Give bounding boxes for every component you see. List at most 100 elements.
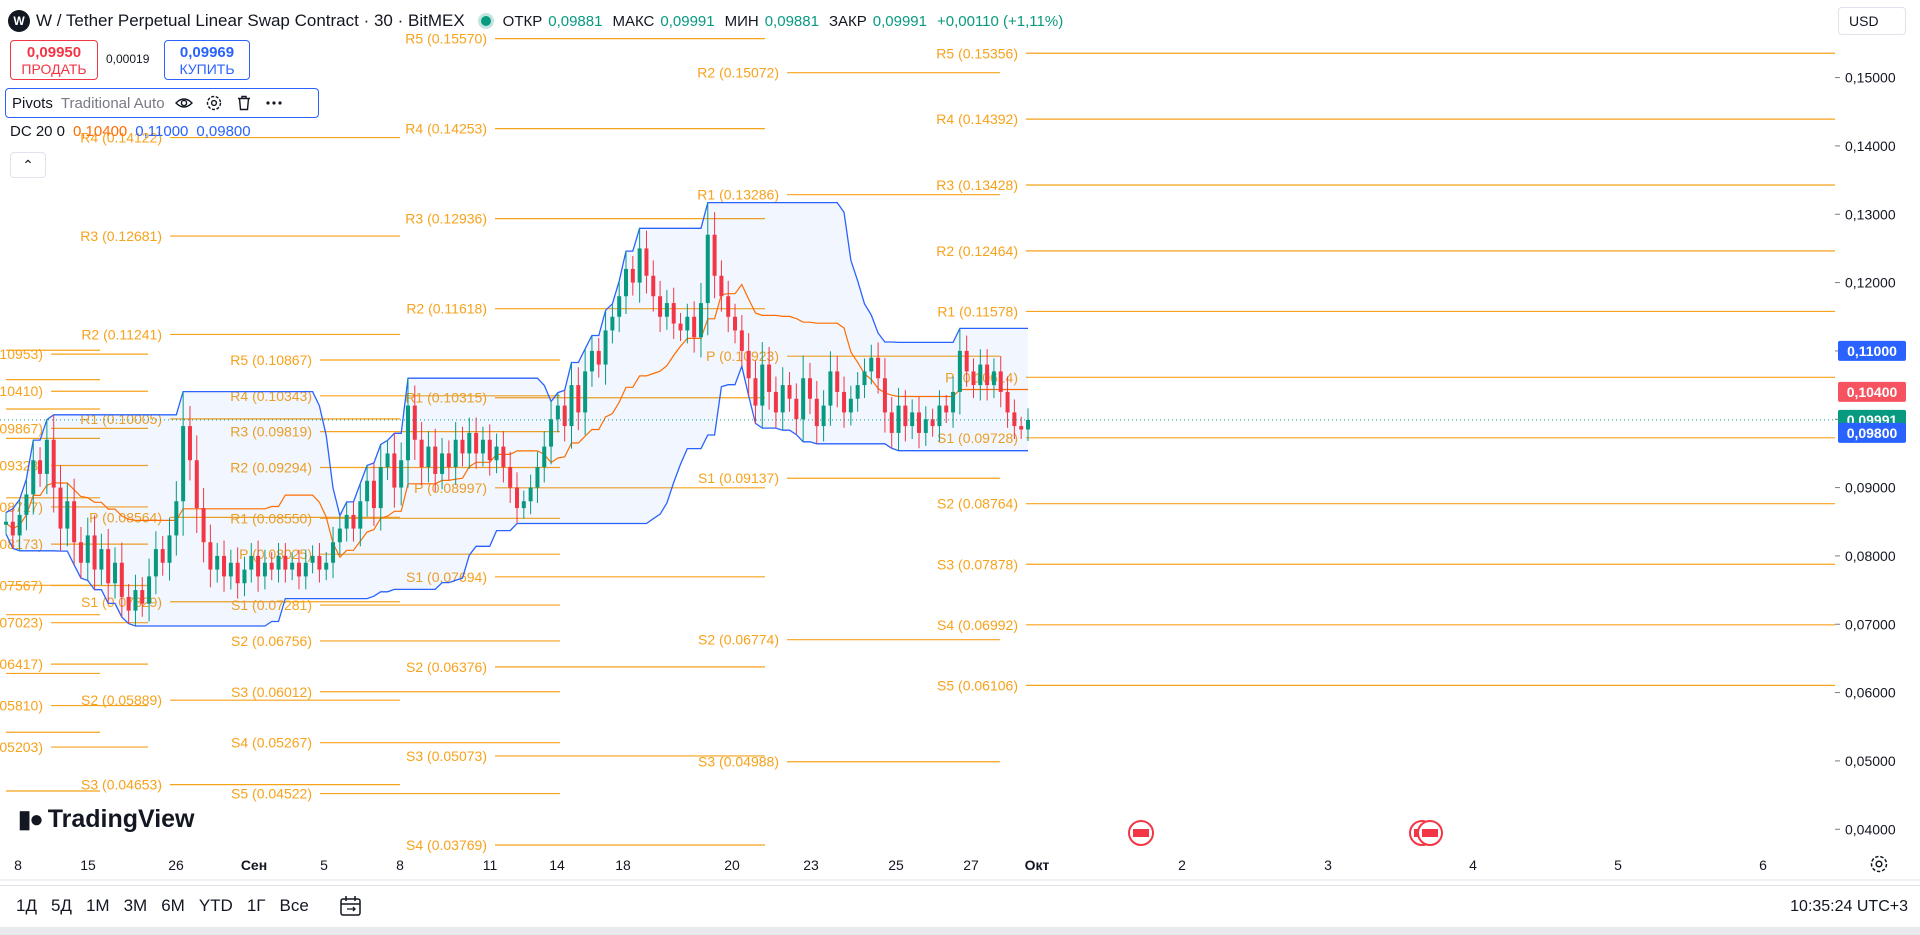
candle-body	[671, 303, 676, 324]
candle-body	[58, 487, 63, 529]
buy-button[interactable]: 0,09969 КУПИТЬ	[164, 40, 250, 80]
candle-body	[126, 596, 131, 611]
pivots-indicator-legend[interactable]: Pivots Traditional Auto	[5, 88, 319, 118]
pivot-label: S1 (0.07281)	[231, 597, 312, 613]
sell-button[interactable]: 0,09950 ПРОДАТЬ	[10, 40, 98, 80]
x-tick-label: Сен	[241, 857, 267, 873]
pivots-name: Pivots	[12, 94, 53, 112]
candle-body	[903, 405, 908, 427]
trash-icon[interactable]	[233, 92, 255, 114]
pivot-label: S2 (0.08764)	[937, 496, 1018, 512]
candle-body	[385, 453, 390, 468]
pivot-label: R4 (0.14392)	[936, 111, 1018, 127]
pivot-label: R1 (0.11578)	[937, 303, 1018, 319]
exchange-logo: W	[8, 10, 30, 32]
candle-body	[317, 555, 322, 570]
gear-icon[interactable]	[1868, 853, 1890, 875]
range-6m[interactable]: 6М	[161, 896, 185, 915]
range-ytd[interactable]: YTD	[198, 896, 233, 915]
range-5d[interactable]: 5Д	[50, 896, 72, 915]
candle-body	[787, 385, 792, 399]
y-tick-label: 0,14000	[1845, 138, 1896, 154]
y-tick-label: 0,05000	[1845, 753, 1896, 769]
axes: 0,150000,140000,130000,120000,110000,100…	[0, 70, 1920, 881]
ohlc-close-value: 0,09991	[872, 12, 927, 30]
range-all[interactable]: Все	[279, 896, 309, 915]
candle-body	[44, 439, 49, 474]
x-tick-label: 15	[80, 857, 96, 873]
donchian-lower	[5, 364, 1028, 627]
dc-upper-value: 0,11000	[135, 123, 189, 140]
x-tick-label: 8	[396, 857, 404, 873]
candle-body	[535, 467, 540, 488]
candle-body	[276, 555, 281, 570]
y-tick-label: 0,06000	[1845, 685, 1896, 701]
candle-body	[249, 555, 254, 570]
candle-body	[794, 398, 799, 420]
candle-body	[910, 412, 915, 427]
pivot-label: S2 (0.06376)	[406, 659, 487, 675]
clock-timezone[interactable]: 10:35:24 UTC+3	[1790, 898, 1908, 915]
ohlc-low-label: МИН	[724, 12, 759, 30]
pivot-label: P (0.08173)	[0, 536, 43, 552]
candle-body	[303, 562, 308, 577]
candle-body	[835, 371, 840, 392]
candle-body	[426, 446, 431, 468]
candle-body	[153, 549, 158, 577]
settings-icon[interactable]	[203, 92, 225, 114]
donchian-upper	[5, 201, 1028, 518]
candle-body	[610, 316, 615, 331]
candle-body	[460, 439, 465, 454]
price-badge-label: 0,09800	[1847, 425, 1898, 441]
dc-lower-value: 0,09800	[196, 123, 251, 140]
candle-body	[664, 303, 669, 317]
ohlc-high-label: МАКС	[612, 12, 655, 30]
tradingview-wordmark: TradingView	[47, 805, 195, 833]
candle-body	[65, 501, 70, 529]
candle-body	[957, 350, 962, 392]
range-1m[interactable]: 1М	[85, 896, 110, 915]
candle-body	[133, 590, 138, 611]
pivot-label: S3 (0.04988)	[698, 754, 779, 770]
range-1d[interactable]: 1Д	[16, 896, 37, 915]
currency-select[interactable]: USD	[1838, 7, 1906, 35]
candle-body	[828, 371, 833, 406]
candle-body	[712, 234, 717, 276]
x-tick-label: 3	[1324, 857, 1332, 873]
candle-body	[474, 432, 479, 454]
candle-body	[358, 501, 363, 529]
ohlc-close-label: ЗАКР	[828, 12, 867, 30]
candle-body	[222, 555, 227, 577]
candle-body	[365, 480, 370, 502]
candle-body	[562, 405, 567, 427]
candle-body	[583, 371, 588, 413]
donchian-legend[interactable]: DC 20 0 0,10400 0,11000 0,09800	[10, 123, 251, 140]
candle-body	[780, 385, 785, 413]
pivot-label: S2 (0.06774)	[698, 632, 779, 648]
price-badge	[1838, 381, 1906, 402]
candle-body	[433, 446, 438, 474]
more-icon[interactable]	[263, 92, 285, 114]
pivot-label: R4 (0.10410)	[0, 383, 43, 399]
candle-body	[283, 555, 288, 570]
candle-body	[842, 391, 847, 413]
calendar-range-icon[interactable]	[338, 894, 364, 918]
pivot-label: R4 (0.14122)	[80, 130, 162, 146]
pivot-label: R1 (0.13286)	[697, 187, 779, 203]
x-tick-label: 8	[14, 857, 22, 873]
pivot-label: S4 (0.03769)	[406, 837, 487, 853]
candle-body	[453, 439, 458, 468]
collapse-legend-button[interactable]: ⌃	[10, 152, 46, 178]
candle-body	[106, 549, 111, 584]
donchian-fill	[6, 202, 1028, 626]
range-1y[interactable]: 1Г	[246, 896, 266, 915]
range-3m[interactable]: 3М	[123, 896, 148, 915]
candle-body	[78, 542, 83, 563]
candle-body	[896, 405, 901, 433]
pivot-label: R4 (0.14253)	[405, 121, 487, 137]
candle-body	[296, 562, 301, 577]
candle-body	[876, 357, 881, 379]
symbol-title[interactable]: W / Tether Perpetual Linear Swap Contrac…	[36, 11, 465, 30]
price-chart[interactable]: R5 (0.15570) R4 (0.14253) R3 (0.12936) R2 (…	[0, 0, 1920, 885]
eye-icon[interactable]	[173, 92, 195, 114]
